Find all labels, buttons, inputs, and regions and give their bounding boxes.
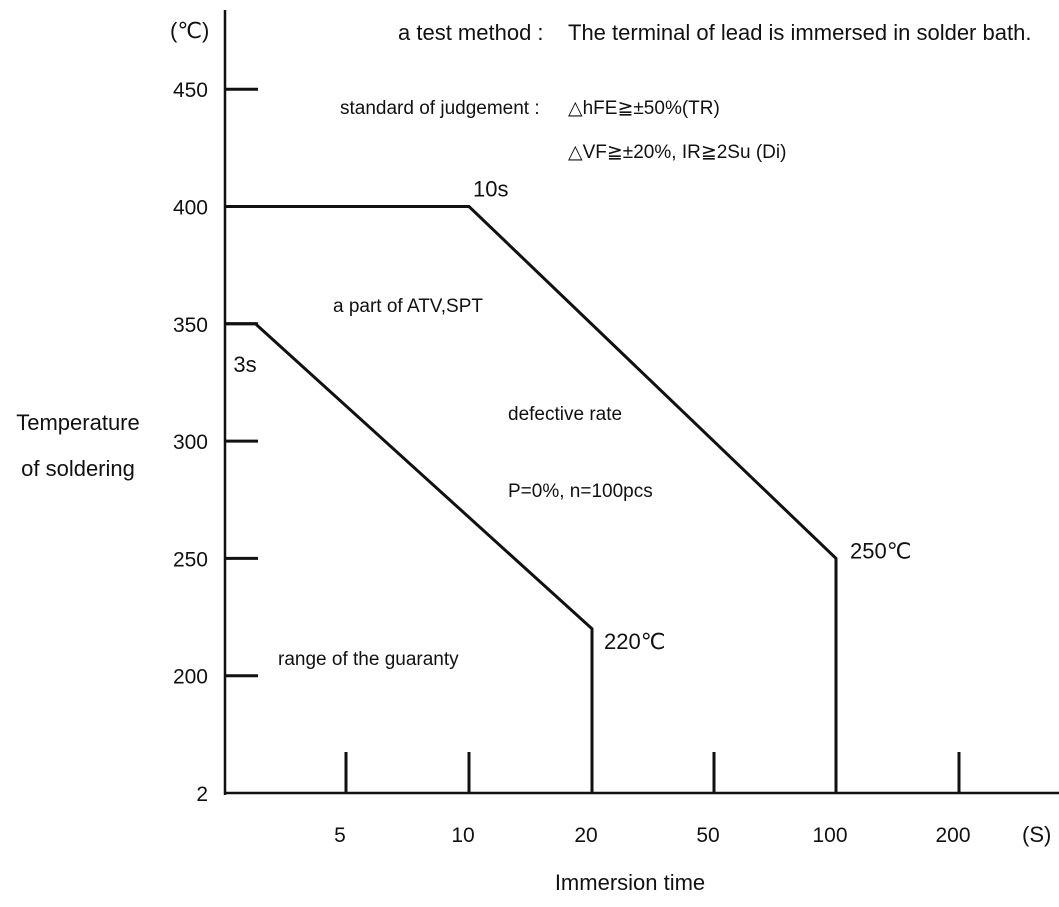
- judgement-label: standard of judgement :: [340, 98, 540, 119]
- y-tick-label: 200: [173, 666, 208, 689]
- y-tick-label: 2: [196, 783, 208, 806]
- x-tick-label: 5: [334, 824, 346, 847]
- test-method-text: The terminal of lead is immersed in sold…: [568, 20, 1031, 45]
- region-defective-label: defective rate: [508, 404, 622, 425]
- y-axis-title-line2: of soldering: [21, 456, 135, 481]
- point-label: 10s: [473, 177, 508, 202]
- curve-3s: [225, 322, 594, 793]
- x-tick-label: 50: [696, 824, 719, 847]
- test-method-label: a test method :: [398, 20, 544, 45]
- point-labels: 10s 3s 250℃ 220℃: [233, 177, 911, 654]
- y-tick-label: 250: [173, 548, 208, 571]
- y-ticks: 2 200 250 300 350 400 450: [173, 79, 258, 806]
- point-label: 220℃: [604, 629, 665, 654]
- x-ticks: 5 10 20 50 100 200: [334, 752, 971, 847]
- axes: [223, 10, 1059, 795]
- x-unit-label: (S): [1022, 822, 1051, 847]
- point-label: 250℃: [850, 538, 911, 563]
- x-tick-label: 100: [812, 824, 847, 847]
- y-tick-label: 300: [173, 431, 208, 454]
- region-guarantee-label: range of the guaranty: [278, 649, 459, 670]
- curves: [225, 205, 838, 793]
- curve-10s: [225, 205, 838, 793]
- x-axis-title: Immersion time: [555, 870, 705, 895]
- region-p-label: P=0%, n=100pcs: [508, 481, 653, 502]
- x-tick-label: 10: [451, 824, 474, 847]
- judgement-line-2: △VF≧±20%, IR≧2Su (Di): [568, 142, 786, 163]
- y-tick-label: 450: [173, 79, 208, 102]
- y-tick-label: 350: [173, 314, 208, 337]
- judgement-line-1: △hFE≧±50%(TR): [568, 98, 720, 119]
- y-axis-title-line1: Temperature: [16, 410, 140, 435]
- point-label: 3s: [233, 352, 256, 377]
- x-tick-label: 200: [935, 824, 970, 847]
- y-tick-label: 400: [173, 197, 208, 220]
- y-unit-label: (℃): [170, 18, 209, 43]
- region-atv-label: a part of ATV,SPT: [333, 296, 483, 317]
- x-tick-label: 20: [574, 824, 597, 847]
